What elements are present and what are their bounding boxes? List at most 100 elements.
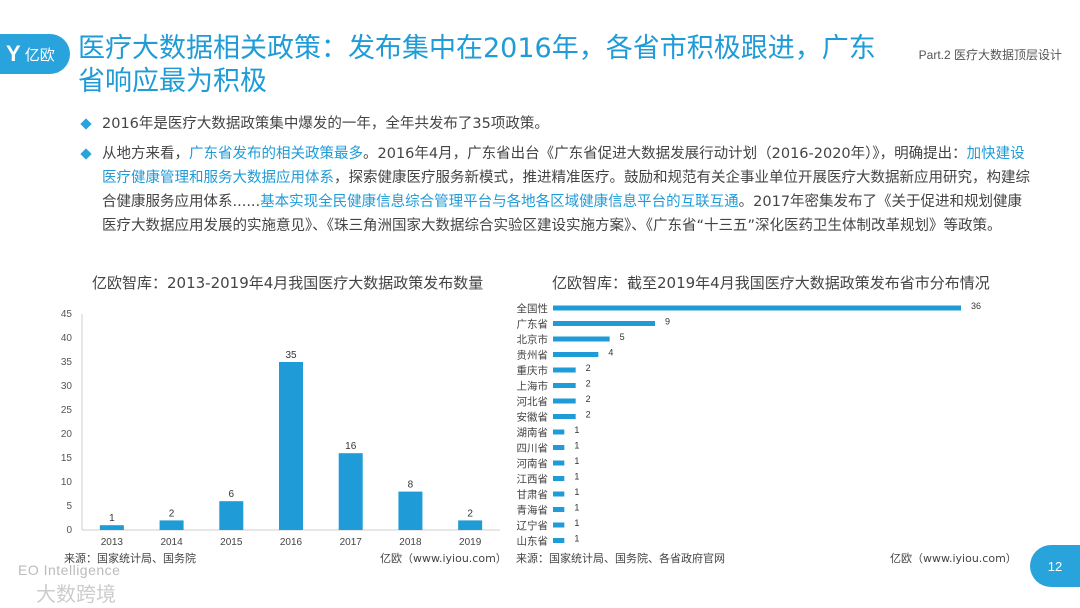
section-label: Part.2 医疗大数据顶层设计 xyxy=(918,48,1062,62)
category-label: 广东省 xyxy=(517,318,549,331)
data-label: 1 xyxy=(574,441,579,451)
bar xyxy=(458,520,483,530)
diamond-bullet-icon xyxy=(80,118,92,130)
chart-title-provinces: 亿欧智库：截至2019年4月我国医疗大数据政策发布省市分布情况 xyxy=(552,274,990,292)
y-tick-label: 15 xyxy=(61,453,73,464)
page-title: 医疗大数据相关政策：发布集中在2016年，各省市积极跟进，广东省响应最为积极 xyxy=(78,33,876,97)
bullet-text: 2016年是医疗大数据政策集中爆发的一年，全年共发布了35项政策。 xyxy=(102,116,549,132)
highlighted-text: 加快建设医疗健康管理和服务大数据应用体系 xyxy=(102,146,1025,186)
credit-left: 亿欧（www.iyiou.com） xyxy=(380,552,507,565)
x-tick-label: 2017 xyxy=(340,537,363,548)
category-label: 全国性 xyxy=(517,302,549,315)
bar xyxy=(553,522,565,528)
category-label: 河南省 xyxy=(517,457,549,470)
bar xyxy=(553,538,565,543)
category-label: 湖南省 xyxy=(517,426,549,439)
bar xyxy=(553,398,576,404)
bar xyxy=(159,520,184,530)
yearly-policy-bar-chart: 0 5 10 15 20 25 30 35 40 45 1 2013 2 2014 6 2015 35 2016 1… xyxy=(61,309,500,548)
data-label: 2 xyxy=(586,410,591,420)
category-label: 四川省 xyxy=(517,442,549,455)
diamond-bullet-icon xyxy=(80,148,92,160)
category-label: 辽宁省 xyxy=(517,519,549,532)
watermark-cn: 大数跨境 xyxy=(36,582,116,606)
bar xyxy=(398,491,423,530)
credit-right: 亿欧（www.iyiou.com） xyxy=(890,552,1017,565)
category-label: 江西省 xyxy=(517,473,549,486)
data-label: 4 xyxy=(608,348,613,358)
data-label: 16 xyxy=(345,441,357,452)
x-tick-label: 2014 xyxy=(160,537,183,548)
page-number: 12 xyxy=(1030,545,1080,587)
bar xyxy=(99,525,124,530)
data-label: 2 xyxy=(586,379,591,389)
data-label: 1 xyxy=(574,518,579,528)
logo-mark-icon: Y xyxy=(6,41,21,66)
category-label: 安徽省 xyxy=(517,411,549,424)
bullet-text-segment: 。2016年4月，广东省出台《广东省促进大数据发展行动计划（2016-2020年… xyxy=(363,146,967,162)
bar xyxy=(338,453,363,530)
brand-logo: Y 亿欧 xyxy=(0,34,70,74)
logo-text: 亿欧 xyxy=(24,46,55,64)
bullet-text-segment: 从地方来看， xyxy=(102,146,189,162)
bar xyxy=(553,460,565,466)
highlighted-text: 基本实现全民健康信息综合管理平台与各地各区域健康信息平台的互联互通 xyxy=(260,194,739,210)
chart-title-yearly: 亿欧智库：2013-2019年4月我国医疗大数据政策发布数量 xyxy=(92,274,484,292)
y-tick-label: 25 xyxy=(61,405,73,416)
bar xyxy=(553,429,565,435)
category-label: 甘肃省 xyxy=(517,488,549,501)
x-tick-label: 2013 xyxy=(101,537,124,548)
bar xyxy=(553,336,610,342)
bullet-list: 2016年是医疗大数据政策集中爆发的一年，全年共发布了35项政策。 从地方来看，… xyxy=(80,112,1030,244)
bar xyxy=(553,476,565,481)
source-note-right: 来源：国家统计局、国务院、各省政府官网 xyxy=(516,552,725,565)
bullet-item: 从地方来看，广东省发布的相关政策最多。2016年4月，广东省出台《广东省促进大数… xyxy=(80,142,1030,238)
x-tick-label: 2018 xyxy=(399,537,422,548)
category-label: 贵州省 xyxy=(517,349,549,362)
data-label: 1 xyxy=(574,503,579,513)
data-label: 2 xyxy=(467,508,473,519)
x-tick-label: 2016 xyxy=(280,537,303,548)
bar xyxy=(553,491,565,497)
bar xyxy=(553,305,961,311)
data-label: 6 xyxy=(229,489,235,500)
data-label: 8 xyxy=(408,480,414,491)
y-tick-label: 30 xyxy=(61,381,73,392)
data-label: 1 xyxy=(109,513,115,524)
bar xyxy=(553,367,576,373)
data-label: 1 xyxy=(574,425,579,435)
data-label: 5 xyxy=(620,332,625,342)
category-label: 河北省 xyxy=(517,395,549,408)
bullet-text-segment: 。2017年密集发布了《关于促进和规划健康医疗大数据应用发展的实施意见》、《珠三… xyxy=(102,194,1023,234)
bullet-text-segment: 2016年是医疗大数据政策集中爆发的一年，全年共发布了35项政策。 xyxy=(102,116,549,132)
data-label: 1 xyxy=(574,534,579,544)
x-tick-label: 2019 xyxy=(459,537,482,548)
category-label: 重庆市 xyxy=(517,364,549,377)
bar xyxy=(553,414,576,419)
bar xyxy=(553,321,655,326)
data-label: 2 xyxy=(586,394,591,404)
bar xyxy=(219,501,244,530)
category-label: 青海省 xyxy=(517,504,549,517)
data-label: 2 xyxy=(586,363,591,373)
province-policy-bar-chart: 全国性 36 广东省 9 北京市 5 贵州省 4 重庆市 2 上海市 2 河北省 2 安徽省 2 湖南省 1 四川省… xyxy=(517,301,982,548)
category-label: 上海市 xyxy=(517,380,549,393)
data-label: 9 xyxy=(665,317,670,327)
bar xyxy=(279,362,303,530)
watermark-en: EO Intelligence xyxy=(18,562,121,578)
data-label: 1 xyxy=(574,456,579,466)
bar xyxy=(553,445,565,450)
y-tick-label: 10 xyxy=(61,477,73,488)
y-tick-label: 0 xyxy=(66,525,72,536)
y-tick-label: 20 xyxy=(61,429,73,440)
bullet-item: 2016年是医疗大数据政策集中爆发的一年，全年共发布了35项政策。 xyxy=(80,112,1030,136)
data-label: 1 xyxy=(574,472,579,482)
y-tick-label: 35 xyxy=(61,357,73,368)
bar xyxy=(553,352,599,357)
y-tick-label: 45 xyxy=(61,309,73,320)
category-label: 山东省 xyxy=(517,535,549,548)
data-label: 2 xyxy=(169,508,175,519)
data-label: 1 xyxy=(574,487,579,497)
highlighted-text: 广东省发布的相关政策最多 xyxy=(189,146,363,162)
y-tick-label: 40 xyxy=(61,333,73,344)
